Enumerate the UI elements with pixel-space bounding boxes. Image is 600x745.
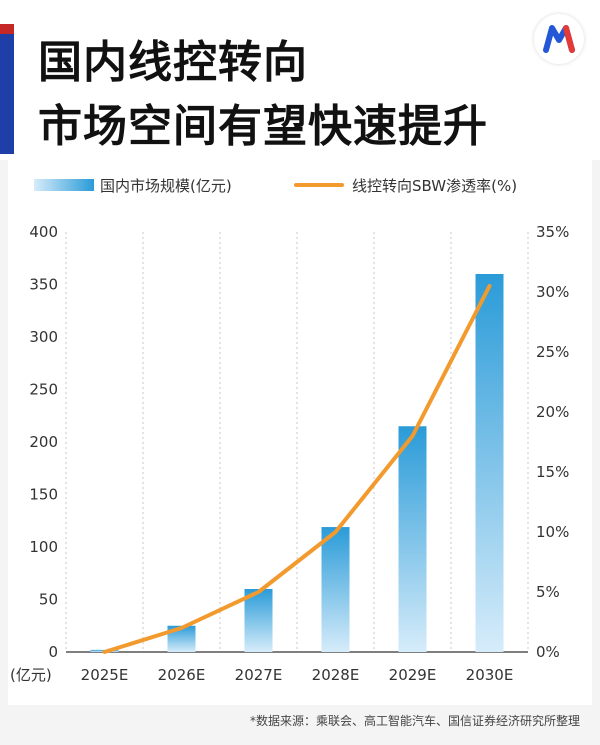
title-line-1: 国内线控转向: [38, 37, 308, 88]
data-source: *数据来源：乘联会、高工智能汽车、国信证券经济研究所整理: [249, 714, 580, 728]
line-point: [334, 530, 337, 534]
bar: [475, 274, 504, 652]
line-point: [180, 626, 183, 630]
x-tick-label: 2028E: [312, 666, 360, 684]
x-tick-label: 2027E: [235, 666, 283, 684]
y-right-tick-label: 10%: [536, 523, 569, 541]
y-left-tick-label: 250: [29, 381, 58, 399]
bar: [244, 589, 273, 652]
brand-logo-icon: [534, 14, 584, 64]
y-left-tick-label: 400: [29, 223, 58, 241]
legend: 国内市场规模(亿元) 线控转向SBW渗透率(%): [0, 174, 600, 196]
accent-bar: [0, 24, 14, 154]
y-right-tick-label: 20%: [536, 403, 569, 421]
y-left-tick-label: 50: [39, 591, 58, 609]
y-right-tick-label: 35%: [536, 223, 569, 241]
x-tick-label: 2026E: [158, 666, 206, 684]
y-right-tick-label: 5%: [536, 583, 560, 601]
y-left-tick-label: 150: [29, 486, 58, 504]
header: 国内线控转向 市场空间有望快速提升: [0, 0, 600, 160]
y-right-tick-label: 15%: [536, 463, 569, 481]
y-left-tick-label: 100: [29, 538, 58, 556]
penetration-line: [102, 284, 492, 654]
y-left-tick-label: 300: [29, 328, 58, 346]
x-tick-label: 2029E: [389, 666, 437, 684]
legend-line-swatch: [294, 183, 344, 187]
legend-bar-swatch: [34, 179, 94, 191]
line-point: [488, 284, 491, 288]
bar: [321, 527, 350, 652]
logo-m-icon: [543, 25, 575, 53]
y-left-unit-label: (亿元): [10, 666, 52, 684]
y-left-tick-label: 350: [29, 276, 58, 294]
y-left-tick-label: 200: [29, 433, 58, 451]
line-point: [103, 650, 106, 654]
y-left-tick-label: 0: [48, 643, 58, 661]
x-tick-label: 2030E: [466, 666, 514, 684]
legend-line-label: 线控转向SBW渗透率(%): [352, 177, 518, 195]
x-tick-label: 2025E: [81, 666, 129, 684]
bar: [398, 426, 427, 652]
line-point: [411, 434, 414, 438]
title-line-2: 市场空间有望快速提升: [38, 101, 488, 152]
y-right-tick-label: 0%: [536, 643, 560, 661]
y-right-tick-label: 30%: [536, 283, 569, 301]
y-right-tick-label: 25%: [536, 343, 569, 361]
legend-bar-label: 国内市场规模(亿元): [100, 177, 232, 195]
line-point: [257, 590, 260, 594]
